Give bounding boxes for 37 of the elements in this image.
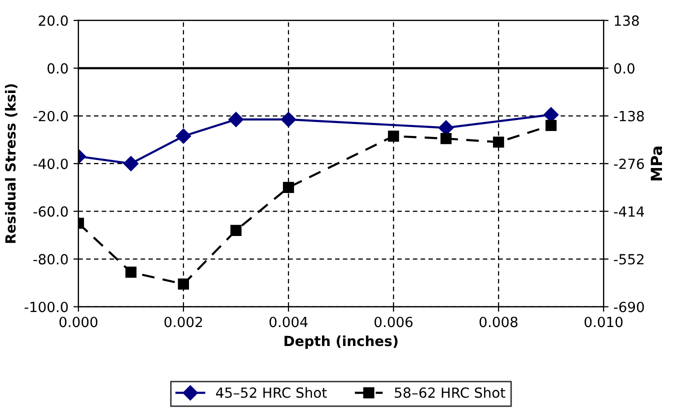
- y2-tick-label: -414: [614, 206, 644, 217]
- point: [546, 120, 557, 131]
- y-axis-title: Residual Stress (ksi): [4, 84, 18, 243]
- x-tick-label: 0.010: [584, 316, 623, 328]
- y-tick-label: -100.0: [24, 302, 68, 312]
- y2-tick-label: -276: [614, 158, 644, 170]
- point: [123, 156, 139, 172]
- x-tick-label: 0.008: [480, 316, 518, 328]
- y2-tick-label: 0.0: [614, 63, 634, 74]
- y2-tick-label: 138: [614, 15, 639, 26]
- point: [178, 278, 190, 290]
- y2-tick-label: -690: [614, 302, 644, 312]
- y2-tick-label: -552: [614, 254, 644, 265]
- y2-axis-title: MPa: [650, 146, 662, 180]
- y-tick-label: -60.0: [33, 206, 68, 217]
- y-tick-label: -80.0: [33, 254, 68, 265]
- x-tick-label: 0.004: [270, 316, 308, 328]
- point: [492, 136, 504, 148]
- x-axis-title: Depth (inches): [284, 335, 398, 349]
- y-tick-label: -20.0: [33, 110, 68, 122]
- point: [280, 112, 296, 128]
- point: [228, 112, 244, 128]
- legend-label: 45–52 HRC Shot: [216, 387, 327, 398]
- point: [125, 266, 136, 278]
- x-tick-label: 0.002: [164, 316, 202, 328]
- point: [230, 224, 242, 236]
- legend-label: 58–62 HRC Shot: [394, 387, 506, 398]
- y2-tick-label: -138: [614, 110, 644, 122]
- point: [176, 128, 192, 144]
- y-tick-label: -40.0: [33, 158, 68, 170]
- y-tick-label: 20.0: [38, 15, 68, 26]
- x-tick-label: 0.006: [374, 316, 413, 328]
- point: [282, 182, 294, 194]
- point: [388, 130, 400, 142]
- point: [440, 132, 452, 144]
- x-tick-label: 0.000: [59, 316, 98, 328]
- y-tick-label: 0.0: [48, 63, 68, 74]
